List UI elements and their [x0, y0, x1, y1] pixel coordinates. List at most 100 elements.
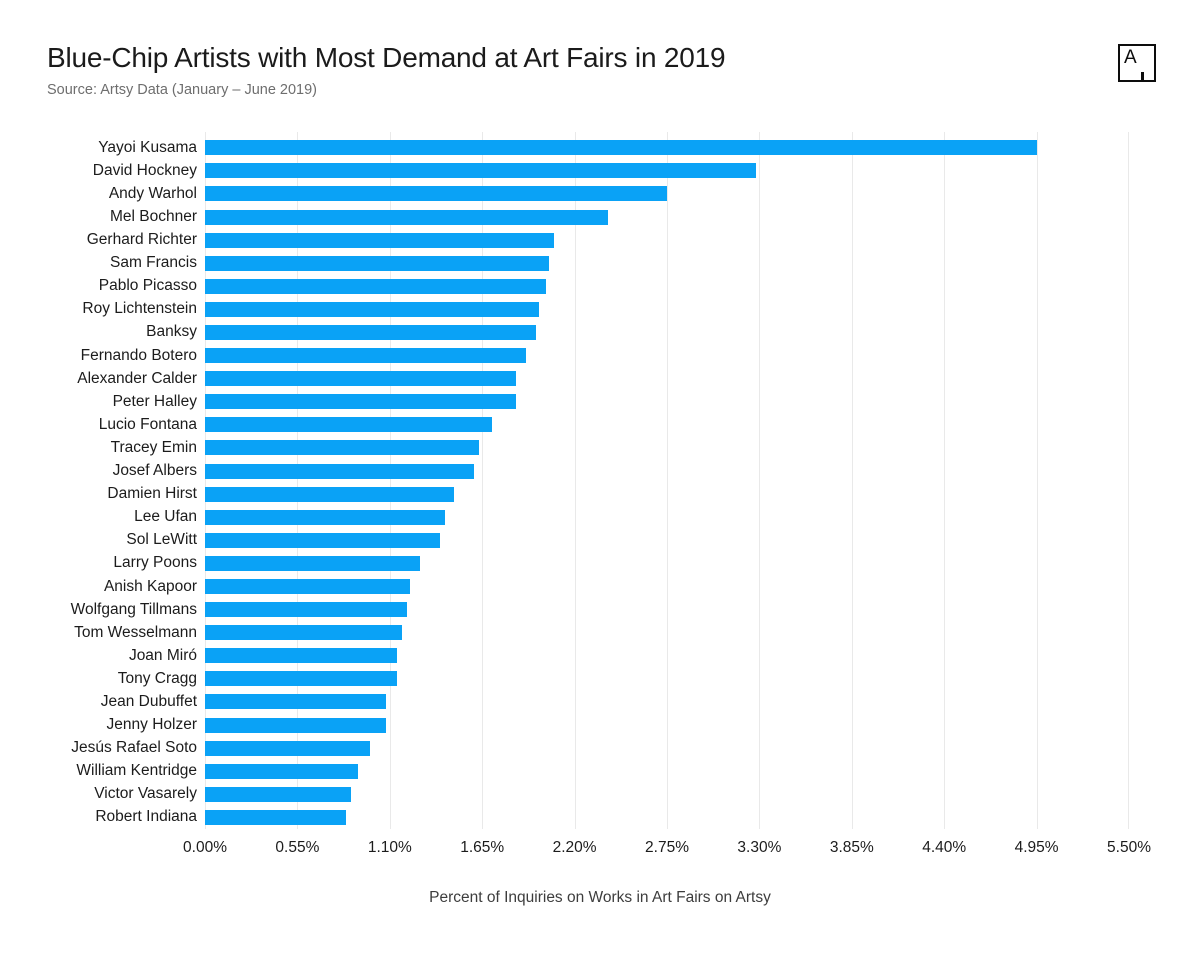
bar-row: Alexander Calder	[47, 367, 1129, 390]
bar-track	[205, 186, 1129, 202]
x-tick-label: 3.85%	[829, 839, 874, 856]
artist-label: Fernando Botero	[80, 346, 197, 364]
artist-label: Andy Warhol	[108, 184, 197, 202]
bar[interactable]	[205, 740, 370, 756]
bar[interactable]	[205, 763, 358, 779]
bar-row: Larry Poons	[47, 552, 1129, 575]
bar[interactable]	[205, 348, 526, 364]
page-title: Blue-Chip Artists with Most Demand at Ar…	[47, 42, 726, 73]
artist-label: Tom Wesselmann	[74, 623, 197, 641]
bar-track	[205, 371, 1129, 387]
x-tick-label: 0.55%	[275, 839, 320, 856]
bar-row: William Kentridge	[47, 760, 1129, 783]
bar[interactable]	[205, 717, 387, 733]
x-tick-label: 4.95%	[1014, 839, 1059, 856]
bar-row: Yayoi Kusama	[47, 136, 1129, 159]
bar[interactable]	[205, 671, 397, 687]
artist-label: Jenny Holzer	[106, 716, 197, 734]
bar[interactable]	[205, 602, 407, 618]
bar[interactable]	[205, 163, 757, 179]
bar-row: Mel Bochner	[47, 205, 1129, 228]
bar[interactable]	[205, 440, 479, 456]
bar[interactable]	[205, 786, 352, 802]
x-tick-label: 5.50%	[1107, 839, 1151, 856]
x-tick-label: 2.20%	[552, 839, 597, 856]
bar[interactable]	[205, 394, 516, 410]
bar[interactable]	[205, 579, 410, 595]
bar[interactable]	[205, 555, 421, 571]
bar-row: Wolfgang Tillmans	[47, 598, 1129, 621]
artist-label: Anish Kapoor	[103, 577, 197, 595]
bar[interactable]	[205, 255, 550, 271]
bar[interactable]	[205, 232, 555, 248]
artist-label: Lucio Fontana	[98, 415, 197, 433]
bar-rows: Yayoi Kusama David Hockney Andy Warhol Mel …	[47, 136, 1129, 829]
x-axis-title: Percent of Inquiries on Works in Art Fai…	[429, 889, 771, 906]
bar-track	[205, 671, 1129, 687]
artist-label: Jean Dubuffet	[100, 692, 197, 710]
artsy-logo: A	[1118, 44, 1156, 82]
x-tick-label: 0.00%	[183, 839, 227, 856]
bar-row: Gerhard Richter	[47, 229, 1129, 252]
bar-track	[205, 809, 1129, 825]
bar-track	[205, 163, 1129, 179]
bar[interactable]	[205, 648, 397, 664]
artist-label: Tony Cragg	[117, 669, 197, 687]
bar-track	[205, 486, 1129, 502]
bar[interactable]	[205, 625, 402, 641]
bar-chart: Yayoi Kusama David Hockney Andy Warhol Mel …	[47, 132, 1151, 859]
bar[interactable]	[205, 417, 493, 433]
bar[interactable]	[205, 324, 536, 340]
bar-row: Jean Dubuffet	[47, 690, 1129, 713]
bar-track	[205, 555, 1129, 571]
artist-label: Robert Indiana	[95, 808, 197, 826]
bar[interactable]	[205, 371, 516, 387]
plot-area: Yayoi Kusama David Hockney Andy Warhol Mel …	[47, 132, 1129, 829]
bar-track	[205, 786, 1129, 802]
bar-row: Tom Wesselmann	[47, 621, 1129, 644]
bar[interactable]	[205, 463, 474, 479]
bar[interactable]	[205, 532, 441, 548]
bar[interactable]	[205, 509, 446, 525]
artist-label: Mel Bochner	[109, 208, 197, 226]
bar-row: Fernando Botero	[47, 344, 1129, 367]
bar-row: David Hockney	[47, 159, 1129, 182]
bar-track	[205, 140, 1129, 156]
bar-track	[205, 509, 1129, 525]
bar[interactable]	[205, 694, 387, 710]
bar-track	[205, 255, 1129, 271]
bar-row: Robert Indiana	[47, 806, 1129, 829]
bar-row: Peter Halley	[47, 390, 1129, 413]
bar[interactable]	[205, 301, 540, 317]
bar-row: Lucio Fontana	[47, 413, 1129, 436]
bar-row: Damien Hirst	[47, 483, 1129, 506]
artist-label: Damien Hirst	[107, 485, 197, 503]
bar-track	[205, 532, 1129, 548]
bar-track	[205, 394, 1129, 410]
bar-track	[205, 717, 1129, 733]
bar-row: Lee Ufan	[47, 506, 1129, 529]
bar[interactable]	[205, 486, 454, 502]
bar-row: Tracey Emin	[47, 436, 1129, 459]
bar-track	[205, 348, 1129, 364]
artist-label: Tracey Emin	[110, 438, 197, 456]
artist-label: Alexander Calder	[77, 369, 197, 387]
bar[interactable]	[205, 140, 1037, 156]
artist-label: David Hockney	[92, 161, 197, 179]
bar[interactable]	[205, 278, 547, 294]
bar-track	[205, 463, 1129, 479]
artist-label: William Kentridge	[76, 762, 197, 780]
bar[interactable]	[205, 209, 609, 225]
bar-row: Joan Miró	[47, 644, 1129, 667]
bar-row: Anish Kapoor	[47, 575, 1129, 598]
bar-track	[205, 602, 1129, 618]
bar-track	[205, 417, 1129, 433]
bar-row: Jenny Holzer	[47, 714, 1129, 737]
artist-label: Peter Halley	[112, 392, 197, 410]
x-tick-label: 1.10%	[367, 839, 412, 856]
bar[interactable]	[205, 809, 347, 825]
bar-track	[205, 232, 1129, 248]
x-tick-label: 3.30%	[737, 839, 782, 856]
artist-label: Lee Ufan	[134, 508, 197, 526]
bar[interactable]	[205, 186, 667, 202]
